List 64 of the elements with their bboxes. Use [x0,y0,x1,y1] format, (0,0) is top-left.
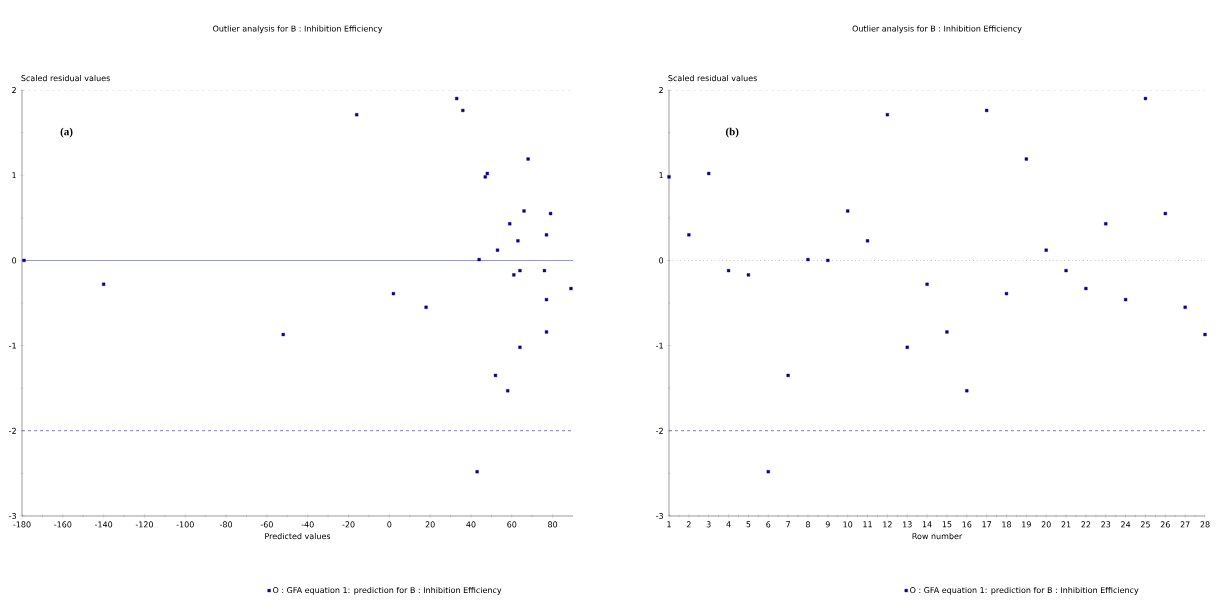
x-tick-label: -160 [54,521,72,528]
y-tick-label: 0 [659,257,664,264]
y-tick-label: 0 [12,257,17,264]
y-tick-label: 1 [12,172,16,179]
x-tick-label: 14 [922,521,932,528]
x-tick-label: 18 [1002,521,1012,528]
y-tick-label: 2 [659,87,663,93]
x-tick-label: -180 [13,521,31,528]
x-tick-label: 28 [1200,521,1210,528]
x-tick-label: 17 [982,521,992,528]
x-tick-label: -80 [219,521,233,528]
x-tick-label: 25 [1140,521,1150,528]
x-tick-label: 15 [942,521,952,528]
x-tick-label: 5 [746,521,751,528]
y-tick-label: -2 [656,427,663,434]
x-tick-label: 26 [1160,521,1170,528]
y-tick-label: 2 [12,87,16,93]
x-tick-label: 22 [1081,521,1091,528]
x-tick-label: 4 [726,521,731,528]
x-tick-label: 3 [706,521,711,528]
x-tick-label: -20 [342,521,355,528]
legend-label: O : GFA equation 1: prediction for B : Inhibition Efficiency [910,586,1139,595]
x-tick-label: -100 [176,521,194,528]
y-tick-label: -1 [9,342,16,349]
x-tick-label: 60 [507,521,517,528]
chart-title: Outlier analysis for B : Inhibition Efficiency [213,25,383,34]
x-tick-label: 20 [1041,521,1051,528]
x-axis-title: Row number [912,532,963,540]
y-tick-label: 1 [659,172,663,179]
x-tick-label: 7 [786,521,790,528]
legend-label: O : GFA equation 1: prediction for B : Inhibition Efficiency [272,586,502,595]
x-tick-label: 80 [548,521,558,528]
x-tick-label: 19 [1022,521,1031,528]
x-tick-label: -60 [260,521,273,528]
x-axis-title: Predicted values [265,532,331,540]
x-tick-label: -140 [94,521,113,528]
x-tick-label: 13 [903,521,912,528]
x-tick-label: 23 [1101,521,1111,528]
y-axis-title: Scaled residual values [668,74,757,82]
x-tick-label: 9 [825,521,830,528]
x-tick-label: -40 [301,521,314,528]
x-tick-label: 24 [1121,521,1131,528]
x-tick-label: 8 [805,521,810,528]
y-tick-label: -2 [9,427,16,434]
x-tick-label: 0 [387,521,392,528]
x-tick-label: 2 [686,521,691,528]
x-tick-label: -120 [135,521,153,528]
x-tick-label: 40 [466,521,476,528]
x-tick-label: 1 [667,521,671,528]
annotation: (a) [60,127,73,138]
y-tick-label: -1 [656,342,663,349]
annotation: (b) [725,127,739,138]
chart-title: Outlier analysis for B : Inhibition Efficiency [852,25,1022,34]
x-tick-label: 16 [962,521,972,528]
x-tick-label: 27 [1180,521,1190,528]
x-tick-label: 6 [766,521,771,528]
x-tick-label: 10 [843,521,853,528]
x-tick-label: 21 [1061,521,1071,528]
x-tick-label: 12 [883,521,892,528]
x-tick-label: 20 [425,521,435,528]
y-tick-label: -3 [656,512,664,520]
y-tick-label: -3 [9,512,16,520]
x-tick-label: 11 [863,521,872,528]
y-axis-title: Scaled residual values [21,74,110,82]
